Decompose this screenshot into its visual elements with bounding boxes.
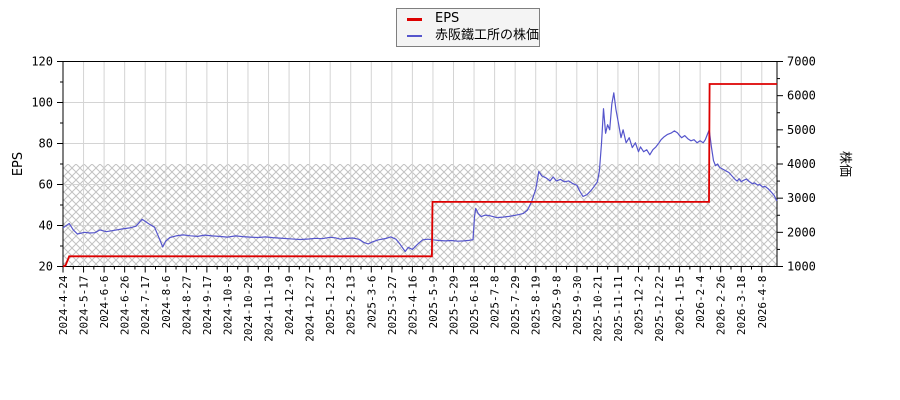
x-axis-tick-label: 2025-8-19 xyxy=(530,276,543,336)
right-axis-title: 株価 xyxy=(837,151,852,177)
x-axis-tick-label: 2024-6-6 xyxy=(98,276,111,329)
x-axis-tick-label: 2024-8-27 xyxy=(180,276,193,336)
hatch-band xyxy=(63,164,777,267)
x-axis-tick-label: 2026-2-26 xyxy=(715,276,728,336)
stock-line-swatch xyxy=(407,34,422,37)
legend-label-eps: EPS xyxy=(435,11,460,27)
x-axis-tick-label: 2024-11-19 xyxy=(263,276,276,342)
x-axis-tick-label: 2025-7-8 xyxy=(489,276,502,329)
x-axis-tick-label: 2024-4-24 xyxy=(57,275,70,335)
right-axis-tick-label: 1000 xyxy=(787,260,816,274)
right-axis-tick-label: 2000 xyxy=(787,225,816,239)
x-axis-tick-label: 2024-6-26 xyxy=(119,276,132,336)
legend: EPS 赤阪鐵工所の株価 xyxy=(396,8,540,47)
eps-line xyxy=(62,83,777,268)
right-axis-tick-label: 6000 xyxy=(787,89,816,103)
x-axis-tick-label: 2026-1-15 xyxy=(674,276,687,336)
x-axis-tick-label: 2025-4-16 xyxy=(406,276,419,336)
x-axis-tick-label: 2026-2-4 xyxy=(694,275,707,328)
x-axis-tick-label: 2024-12-9 xyxy=(283,276,296,336)
x-axis-tick-label: 2025-3-27 xyxy=(386,276,399,336)
right-axis-tick-label: 7000 xyxy=(787,55,816,69)
eps-line-swatch xyxy=(407,17,422,21)
x-axis-tick-label: 2025-12-2 xyxy=(632,276,645,336)
x-axis-tick-label: 2026-3-18 xyxy=(735,276,748,336)
left-axis-tick-label: 80 xyxy=(39,137,53,151)
left-axis-title: EPS xyxy=(11,152,26,176)
x-axis-tick-label: 2025-7-29 xyxy=(509,276,522,336)
x-axis-tick-label: 2024-12-27 xyxy=(304,276,317,342)
left-axis-tick-label: 20 xyxy=(39,260,53,274)
plot-frame xyxy=(62,61,778,267)
x-axis-tick-label: 2025-5-29 xyxy=(448,276,461,336)
x-axis-tick-label: 2025-1-23 xyxy=(324,276,337,336)
x-axis-tick-label: 2025-3-6 xyxy=(365,276,378,329)
right-axis-tick-label: 5000 xyxy=(787,123,816,137)
left-axis-tick-label: 40 xyxy=(39,219,53,233)
x-axis-tick-label: 2025-11-11 xyxy=(612,276,625,342)
stock-price-line xyxy=(62,92,778,253)
legend-item-stock: 赤阪鐵工所の株価 xyxy=(397,28,539,44)
x-axis-tick-label: 2025-2-13 xyxy=(345,276,358,336)
x-axis-tick-label: 2024-5-17 xyxy=(78,276,91,336)
x-axis-tick-label: 2024-8-6 xyxy=(160,276,173,329)
right-axis-tick-label: 4000 xyxy=(787,157,816,171)
x-axis-tick-label: 2024-10-8 xyxy=(221,276,234,336)
legend-label-stock: 赤阪鐵工所の株価 xyxy=(435,27,540,43)
legend-item-eps: EPS xyxy=(397,11,539,27)
left-axis-tick-label: 100 xyxy=(31,96,53,110)
x-axis-tick-label: 2024-10-29 xyxy=(242,276,255,342)
x-axis-tick-label: 2025-10-21 xyxy=(591,276,604,342)
x-axis-tick-label: 2025-9-30 xyxy=(571,276,584,336)
left-axis-tick-label: 120 xyxy=(31,55,53,69)
tick-label-layer: 20 40 60 80 100 120 1000 2000 3000 4000 5000 6000 70… xyxy=(31,55,816,342)
x-axis-tick-label: 2025-6-18 xyxy=(468,276,481,336)
x-axis-tick-label: 2025-5-9 xyxy=(427,276,440,329)
right-axis-tick-label: 3000 xyxy=(787,191,816,205)
x-axis-tick-label: 2025-9-8 xyxy=(550,276,563,329)
x-axis-tick-label: 2025-12-22 xyxy=(653,276,666,342)
left-axis-tick-label: 60 xyxy=(39,178,53,192)
x-axis-tick-label: 2024-9-17 xyxy=(201,276,214,336)
x-axis-tick-label: 2024-7-17 xyxy=(139,276,152,336)
x-axis-tick-label: 2026-4-8 xyxy=(756,276,769,329)
